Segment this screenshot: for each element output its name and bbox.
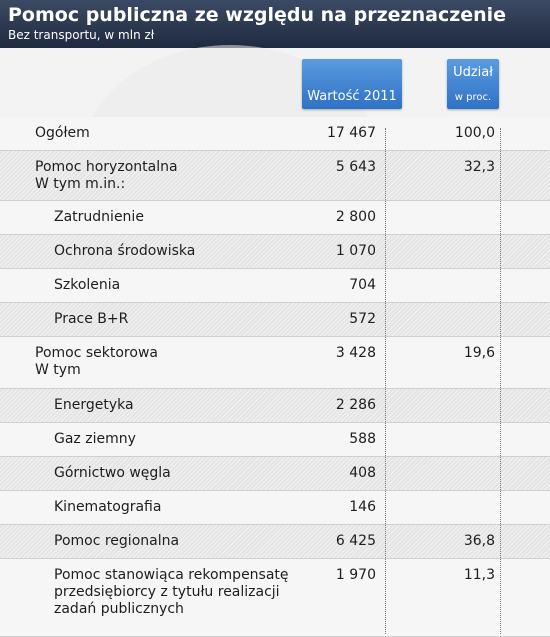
row-value: 3 428 (335, 345, 376, 361)
table-row: Kinematografia 146 (0, 491, 550, 525)
row-value: 6 425 (335, 533, 376, 549)
table-row: Górnictwo węgla 408 (0, 457, 550, 491)
row-separator (0, 150, 550, 151)
row-separator (0, 456, 550, 457)
row-share: 19,6 (463, 345, 495, 361)
row-label: Gaz ziemny (54, 431, 136, 447)
table-row: Zatrudnienie 2 800 (0, 201, 550, 235)
row-label: Pomoc sektorowa (35, 345, 158, 361)
row-label: Prace B+R (54, 311, 129, 327)
table-row: Ochrona środowiska 1 070 (0, 235, 550, 269)
row-label-continuation: przedsiębiorcy z tytułu realizacji (54, 584, 280, 600)
table-row: Pomoc regionalna 6 425 36,8 (0, 525, 550, 559)
row-value: 2 286 (335, 397, 376, 413)
row-value: 17 467 (327, 125, 376, 141)
row-separator (0, 200, 550, 201)
row-separator (0, 302, 550, 303)
row-separator (0, 268, 550, 269)
row-label: Kinematografia (54, 499, 162, 515)
value-column-header-label: Wartość 2011 (307, 89, 397, 104)
row-share: 32,3 (463, 159, 495, 175)
table-row: Gaz ziemny 588 (0, 423, 550, 457)
row-value: 146 (349, 499, 376, 515)
row-label: Pomoc horyzontalna (35, 159, 178, 175)
chart-subtitle: Bez transportu, w mln zł (8, 28, 155, 42)
share-column-divider (500, 128, 501, 634)
share-column-header-line2: w proc. (454, 92, 492, 103)
table-row: Szkolenia 704 (0, 269, 550, 303)
row-label: Pomoc regionalna (54, 533, 180, 549)
row-label: Energetyka (54, 397, 134, 413)
row-separator (0, 234, 550, 235)
row-label: Ochrona środowiska (54, 243, 196, 259)
row-label-continuation: zadań publicznych (54, 601, 184, 617)
row-value: 1 070 (335, 243, 376, 259)
table-row: Prace B+R 572 (0, 303, 550, 337)
value-column-header: Wartość 2011 (302, 59, 402, 109)
value-column-divider (385, 128, 386, 634)
table-row: Pomoc horyzontalna W tym m.in.: 5 643 32,3 (0, 151, 550, 201)
share-column-header-line1: Udział (453, 65, 493, 80)
row-value: 2 800 (335, 209, 376, 225)
table-row: Pomoc sektorowa W tym 3 428 19,6 (0, 337, 550, 389)
row-label-continuation: W tym (35, 362, 81, 378)
table-row: Pomoc stanowiąca rekompensatę przedsiębio… (0, 559, 550, 637)
row-separator (0, 558, 550, 559)
row-separator (0, 524, 550, 525)
row-value: 408 (349, 465, 376, 481)
row-label: Pomoc stanowiąca rekompensatę (54, 567, 289, 583)
row-value: 588 (349, 431, 376, 447)
chart-title: Pomoc publiczna ze względu na przeznacze… (8, 4, 507, 26)
row-label: Ogółem (35, 125, 90, 141)
row-separator (0, 388, 550, 389)
row-label: Zatrudnienie (54, 209, 144, 225)
table-row: Energetyka 2 286 (0, 389, 550, 423)
share-column-header: Udział w proc. (447, 59, 499, 109)
row-separator (0, 490, 550, 491)
row-value: 1 970 (335, 567, 376, 583)
row-separator (0, 336, 550, 337)
row-label: Szkolenia (54, 277, 121, 293)
table-row: Ogółem 17 467 100,0 (0, 117, 550, 151)
chart-header: Pomoc publiczna ze względu na przeznacze… (0, 0, 550, 48)
row-label-continuation: W tym m.in.: (35, 176, 126, 192)
row-value: 5 643 (335, 159, 376, 175)
row-value: 704 (349, 277, 376, 293)
row-label: Górnictwo węgla (54, 465, 171, 481)
row-value: 572 (349, 311, 376, 327)
row-share: 11,3 (463, 567, 495, 583)
row-share: 100,0 (454, 125, 495, 141)
row-share: 36,8 (463, 533, 495, 549)
row-separator (0, 422, 550, 423)
